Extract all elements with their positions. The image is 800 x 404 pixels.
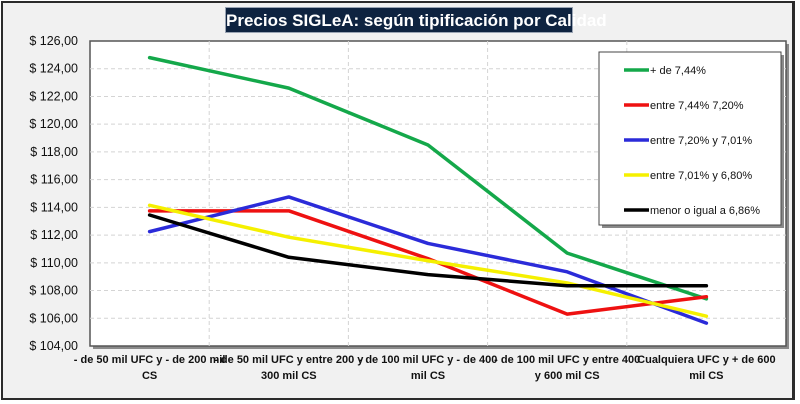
legend-label: + de 7,44%: [650, 65, 706, 77]
y-tick-label: $ 108,00: [29, 284, 78, 298]
series-line-4: [147, 203, 709, 318]
series-line-1: [147, 55, 709, 301]
series-line-3: [147, 195, 709, 325]
x-tick-label: - de 50 mil UFC y entre 200 y 300 mil CS: [214, 354, 364, 382]
y-tick-label: $ 106,00: [29, 311, 78, 325]
x-tick-label: - de 50 mil UFC y - de 200 mil CS: [74, 354, 226, 382]
y-tick-label: $ 114,00: [30, 200, 78, 214]
y-tick-label: $ 122,00: [29, 89, 78, 103]
legend-label: entre 7,44% 7,20%: [650, 100, 744, 112]
y-tick-label: $ 116,00: [30, 173, 78, 187]
y-tick-label: $ 124,00: [29, 62, 78, 76]
y-tick-label: $ 112,00: [30, 228, 78, 242]
x-tick-label: - de 100 mil UFC y - de 400 mil CS: [359, 354, 498, 382]
legend: + de 7,44% entre 7,44% 7,20% entre 7,20% y…: [598, 51, 784, 228]
x-tick-label: Cualquiera UFC y + de 600 mil CS: [637, 354, 775, 382]
y-tick-label: $ 104,00: [29, 339, 78, 353]
y-tick-label: $ 118,00: [30, 145, 78, 159]
x-tick-label: - de 100 mil UFC y entre 400 y 600 mil CS: [494, 354, 640, 382]
y-tick-label: $ 120,00: [29, 117, 78, 131]
x-axis-ticks: - de 50 mil UFC y - de 200 mil CS- de 50 …: [74, 354, 776, 382]
legend-label: menor o igual a 6,86%: [650, 205, 760, 217]
chart-title: Precios SIGLeA: según tipificación por C…: [225, 7, 607, 33]
y-tick-label: $ 126,00: [29, 34, 78, 48]
legend-label: entre 7,01% y 6,80%: [650, 170, 752, 182]
series-line-2: [147, 209, 709, 316]
legend-label: entre 7,20% y 7,01%: [650, 135, 752, 147]
y-tick-label: $ 110,00: [30, 256, 78, 270]
y-axis-ticks: $ 104,00 $ 106,00 $ 108,00 $ 110,00 $ 112,00…: [29, 34, 78, 353]
series-lines: [147, 55, 709, 325]
series-line-5: [147, 213, 709, 288]
